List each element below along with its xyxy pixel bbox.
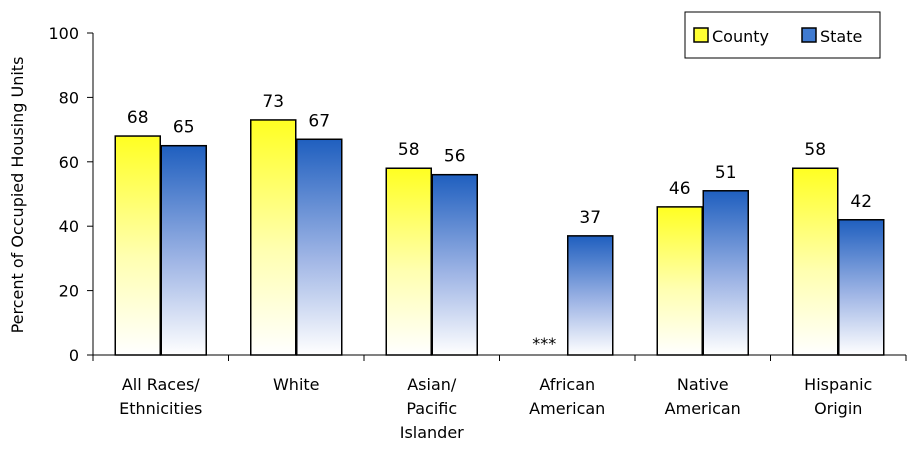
data-label-state: 56 — [444, 147, 466, 167]
bar-county — [385, 167, 432, 356]
data-labels: 68 65 73 67 58 56 *** 37 46 51 58 42 — [127, 92, 872, 353]
missing-value-label: *** — [532, 334, 556, 353]
x-axis-categories: All Races/Ethnicities White Asian/Pacific I… — [119, 375, 872, 442]
bar-state — [431, 173, 478, 356]
data-label-state: 51 — [715, 163, 737, 183]
data-label-state: 42 — [850, 192, 872, 212]
data-label-county: 46 — [669, 179, 691, 199]
legend-swatch-state — [801, 27, 817, 43]
y-axis: 0 20 40 60 80 100 — [48, 24, 907, 365]
y-tick-label: 20 — [59, 282, 79, 301]
legend-label-state: State — [820, 27, 862, 46]
y-tick-label: 100 — [48, 24, 79, 43]
x-category-label: Asian/Pacific Islander — [400, 375, 464, 442]
x-category-label: White — [273, 375, 320, 394]
bar-state — [567, 235, 614, 356]
bar-county — [250, 119, 297, 356]
x-category-label: African American — [529, 375, 605, 418]
y-tick-label: 60 — [59, 153, 79, 172]
bar-state — [702, 190, 749, 356]
data-label-county: 58 — [398, 140, 420, 160]
y-tick-label: 0 — [69, 346, 79, 365]
bars — [114, 119, 885, 356]
bar-state — [296, 138, 343, 356]
legend-label-county: County — [712, 27, 769, 46]
legend-swatch-county — [693, 27, 709, 43]
legend: County State — [684, 11, 881, 59]
x-category-label: Hispanic Origin — [804, 375, 872, 418]
bar-county — [792, 167, 839, 356]
x-category-label: Native American — [665, 375, 741, 418]
data-label-county: 68 — [127, 108, 149, 128]
y-tick-label: 40 — [59, 217, 79, 236]
data-label-state: 37 — [579, 208, 601, 228]
x-category-label: All Races/Ethnicities — [119, 375, 202, 418]
data-label-county: 58 — [804, 140, 826, 160]
bar-state — [838, 219, 885, 356]
bar-state — [160, 144, 207, 356]
data-label-state: 67 — [308, 111, 330, 131]
data-label-county: 73 — [262, 92, 284, 112]
legend-box — [684, 11, 881, 59]
bar-county — [114, 135, 161, 356]
y-tick-label: 80 — [59, 88, 79, 107]
bar-county — [656, 206, 703, 356]
y-axis-label: Percent of Occupied Housing Units — [8, 57, 27, 334]
data-label-state: 65 — [173, 118, 195, 138]
